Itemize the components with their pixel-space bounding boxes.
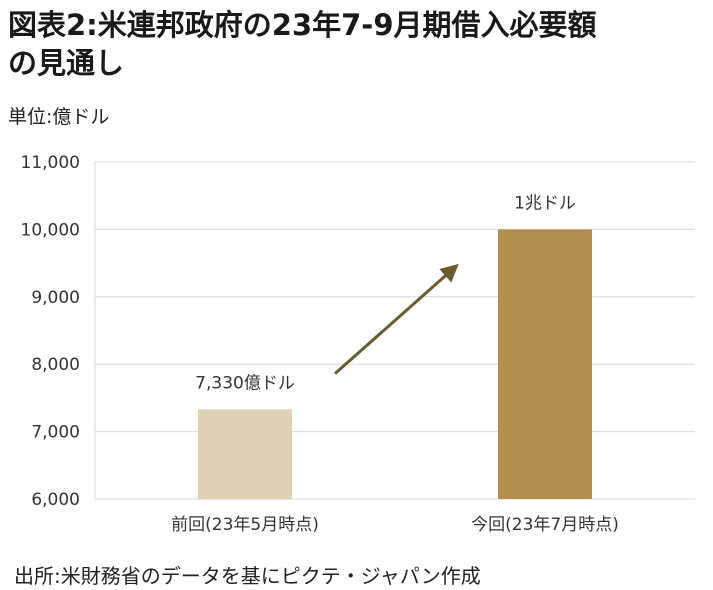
trend-arrow bbox=[334, 263, 459, 375]
source-note: 出所:米財務省のデータを基にピクテ・ジャパン作成 bbox=[14, 564, 481, 588]
title-line-2: の見通し bbox=[8, 46, 125, 80]
page-title: 図表2:米連邦政府の23年7-9月期借入必要額 の見通し bbox=[8, 6, 708, 82]
bar bbox=[198, 409, 292, 499]
data-label: 7,330億ドル bbox=[195, 373, 295, 393]
y-tick-label: 6,000 bbox=[31, 490, 80, 510]
y-tick-label: 8,000 bbox=[31, 355, 80, 375]
unit-label: 単位:億ドル bbox=[8, 106, 110, 128]
bar bbox=[498, 229, 592, 499]
x-tick-label: 今回(23年7月時点) bbox=[471, 515, 619, 535]
data-label: 1兆ドル bbox=[514, 193, 576, 213]
y-tick-label: 7,000 bbox=[31, 423, 80, 443]
title-line-1: 図表2:米連邦政府の23年7-9月期借入必要額 bbox=[8, 8, 597, 42]
y-tick-label: 11,000 bbox=[21, 153, 80, 173]
y-tick-label: 9,000 bbox=[31, 288, 80, 308]
x-tick-label: 前回(23年5月時点) bbox=[171, 515, 319, 535]
y-tick-label: 10,000 bbox=[21, 220, 80, 240]
